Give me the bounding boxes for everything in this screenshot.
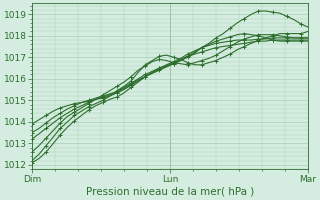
X-axis label: Pression niveau de la mer( hPa ): Pression niveau de la mer( hPa ) <box>86 187 254 197</box>
